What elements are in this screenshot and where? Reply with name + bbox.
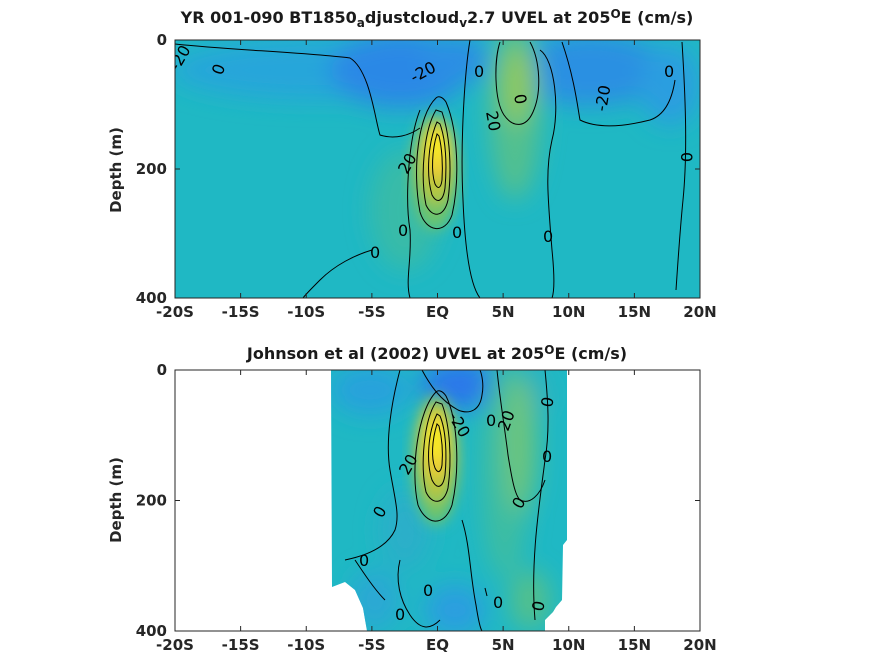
svg-text:0: 0 [452, 223, 462, 242]
top-contours [175, 40, 687, 298]
bottom-x-tick-label: 5N [492, 636, 515, 654]
top-x-tick-label: 5N [492, 303, 515, 321]
svg-text:0: 0 [398, 221, 408, 240]
svg-text:0: 0 [543, 227, 553, 246]
svg-text:0: 0 [370, 243, 380, 262]
top-y-axis-label: Depth (m) [107, 127, 125, 213]
top-x-tick-label: 15N [618, 303, 651, 321]
bottom-x-tick-label: -5S [358, 636, 385, 654]
svg-text:0: 0 [493, 593, 503, 612]
bottom-x-tick-label: 20N [683, 636, 716, 654]
svg-text:0: 0 [510, 92, 530, 105]
top-y-tick-label: 0 [157, 31, 167, 49]
top-panel: YR 001-090 BT1850adjustcloudv2.7 UVEL at… [107, 7, 717, 321]
bottom-x-tick-label: -15S [222, 636, 260, 654]
svg-text:0: 0 [423, 581, 433, 600]
top-x-tick-label: -10S [287, 303, 325, 321]
bottom-x-tick-label: -20S [156, 636, 194, 654]
svg-text:0: 0 [486, 411, 496, 430]
bottom-y-tick-label: 200 [136, 492, 167, 510]
top-chart-title: YR 001-090 BT1850adjustcloudv2.7 UVEL at… [180, 7, 694, 31]
svg-text:0: 0 [542, 447, 552, 466]
svg-text:-20: -20 [591, 84, 614, 113]
bottom-x-tick-label: -10S [287, 636, 325, 654]
svg-text:0: 0 [677, 152, 696, 162]
svg-text:0: 0 [537, 395, 557, 408]
top-x-tick-label: EQ [426, 303, 449, 321]
top-x-tick-label: -5S [358, 303, 385, 321]
svg-text:0: 0 [474, 62, 484, 81]
top-x-tick-label: 10N [552, 303, 585, 321]
svg-text:0: 0 [395, 605, 405, 624]
bottom-chart-title: Johnson et al (2002) UVEL at 205OE (cm/s… [246, 343, 627, 363]
bottom-y-tick-label: 0 [157, 361, 167, 379]
bottom-field: -20 0 20 0 0 0 0 0 20 0 0 0 0 [331, 370, 567, 631]
bottom-y-tick-label: 400 [136, 622, 167, 640]
bottom-panel: Johnson et al (2002) UVEL at 205OE (cm/s… [107, 343, 717, 654]
top-field: -20 0 -20 0 20 0 -20 0 20 0 0 0 0 0 [175, 40, 700, 298]
bottom-x-tick-label: EQ [426, 636, 449, 654]
svg-text:0: 0 [359, 551, 369, 570]
bottom-x-tick-label: 15N [618, 636, 651, 654]
top-y-tick-label: 400 [136, 289, 167, 307]
top-x-tick-label: -15S [222, 303, 260, 321]
bottom-axes: -20S -15S -10S -5S EQ 5N 10N 15N 20N 0 200 400 [136, 361, 717, 654]
bottom-y-axis-label: Depth (m) [107, 457, 125, 543]
bottom-x-tick-label: 10N [552, 636, 585, 654]
svg-text:0: 0 [528, 599, 548, 612]
svg-text:20: 20 [482, 109, 504, 132]
svg-text:0: 0 [664, 62, 674, 81]
top-x-tick-label: 20N [683, 303, 716, 321]
top-x-tick-label: -20S [156, 303, 194, 321]
top-y-tick-label: 200 [136, 160, 167, 178]
bottom-contours [344, 370, 549, 631]
